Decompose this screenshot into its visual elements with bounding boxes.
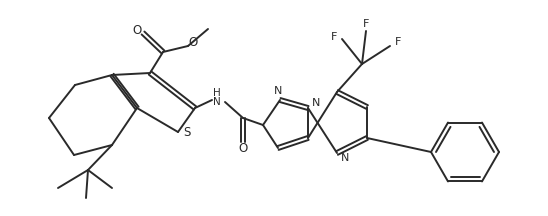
Text: N: N <box>312 98 320 108</box>
Text: N: N <box>213 97 221 107</box>
Text: O: O <box>189 35 198 49</box>
Text: H: H <box>213 88 221 98</box>
Text: F: F <box>395 37 401 47</box>
Text: F: F <box>331 32 337 42</box>
Text: N: N <box>274 86 282 96</box>
Text: F: F <box>363 19 369 29</box>
Text: N: N <box>341 153 349 163</box>
Text: S: S <box>184 125 191 138</box>
Text: O: O <box>238 143 248 156</box>
Text: O: O <box>133 24 141 38</box>
